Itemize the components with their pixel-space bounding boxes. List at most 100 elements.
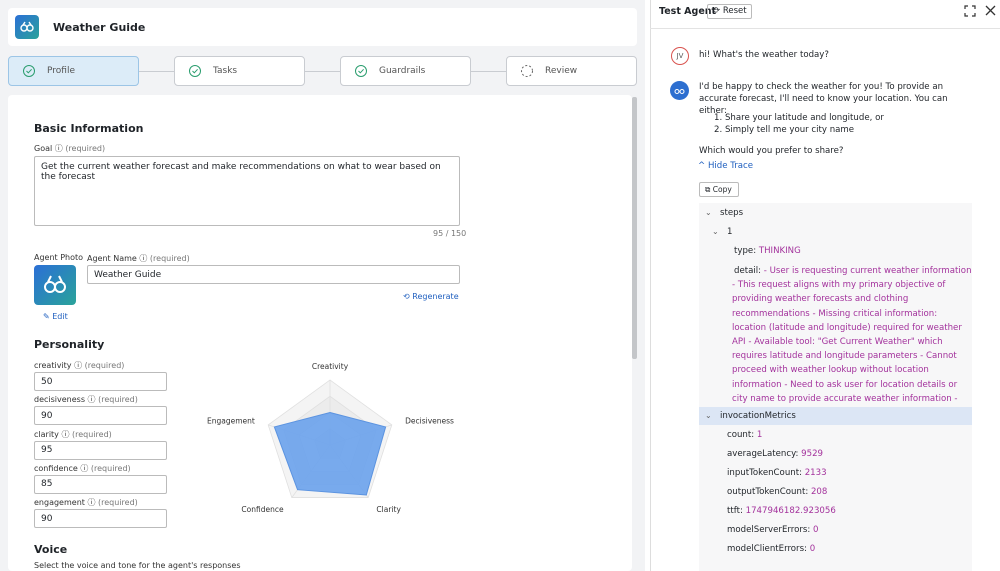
trace-key: 1 [727,227,733,237]
option-item: 2. Simply tell me your city name [714,125,855,135]
step-icon [189,65,201,77]
trait-input[interactable]: 85 [34,474,167,494]
label: Edit [52,312,68,321]
step-tab[interactable]: Guardrails [340,56,471,86]
photo-icon [44,275,66,293]
edit-button[interactable]: ✎ Edit [43,312,68,321]
chat-header-border [650,28,1000,29]
option-text: Share your latitude and longitude, or [724,113,884,123]
metric-key: ttft: [727,506,743,516]
reset-button[interactable]: ⟳ Reset [707,4,752,19]
step-icon [355,65,367,77]
radar-axis-label: Decisiveness [405,417,454,426]
metric-key: modelServerErrors: [727,525,811,535]
field-label: clarity ⓘ (required) [34,429,112,439]
trait-input[interactable]: 95 [34,440,167,460]
field-label: creativity ⓘ (required) [34,361,125,370]
radar-axis-label: Clarity [376,505,401,514]
steps-connector [138,71,508,72]
trace-value: THINKING [758,246,801,256]
trace-key: type: [734,246,757,256]
input-text: 90 [41,410,53,421]
option-item: 1. Share your latitude and longitude, or [714,113,884,123]
required: (required) [84,361,125,370]
required: (required) [149,254,190,263]
section-title: Personality [34,338,105,351]
trace-highlight [699,407,972,425]
metric-value: 0 [809,544,816,554]
required: (required) [98,498,138,508]
header-title: Weather Guide [53,21,146,34]
label: Copy [712,185,732,194]
user-message: hi! What's the weather today? [699,50,829,60]
metric-row: modelServerErrors: 0 [727,525,818,535]
step-icon [23,65,35,77]
copy-button[interactable]: ⧉ Copy [699,182,739,197]
logo-icon [20,21,34,32]
radar-area [273,411,387,496]
field-label: Agent Name ⓘ (required) [87,254,190,263]
goal-textarea[interactable]: Get the current weather forecast and mak… [34,156,460,226]
section-title: Voice [34,543,68,556]
chevron: ⌄ [705,208,712,217]
field-label: decisiveness ⓘ (required) [34,395,138,405]
step-label: Tasks [213,66,238,76]
step-icon [521,65,533,77]
chevron: ⌄ [712,227,719,236]
hide-trace-button[interactable]: ^ Hide Trace [698,161,754,171]
trace-value: - User is requesting current weather inf… [732,266,972,418]
input-text: Weather Guide [94,269,162,280]
step-tab[interactable]: Review [506,56,637,86]
metric-key: outputTokenCount: [727,487,809,497]
label: engagement [34,498,85,508]
trait-input[interactable]: 50 [34,372,167,391]
chat-title: Test Agent [659,6,717,17]
regenerate-button[interactable]: ⟲ Regenerate [403,292,459,301]
required: (required) [72,429,112,439]
trace-key: invocationMetrics [720,411,796,421]
trait-input[interactable]: 90 [34,406,167,426]
user-avatar: JV [671,47,689,65]
trace-key: detail: [734,266,762,276]
label: decisiveness [34,395,85,405]
input-text: 90 [41,513,53,524]
input-text: 95 [41,445,53,456]
metric-row: ttft: 1747946182.923056 [727,506,836,516]
metric-value: 9529 [801,449,824,459]
radar-axis-label: Creativity [312,362,349,371]
section-hint: Select the voice and tone for the agent'… [34,561,241,570]
trace-row: type: THINKING [734,246,801,256]
agent-avatar-icon [674,89,685,94]
step-label: Review [545,66,578,76]
goal-text: Get the current weather forecast and mak… [41,162,441,182]
label: creativity [34,361,72,370]
input-text: 85 [41,479,53,490]
label: clarity [34,429,59,439]
trait-input[interactable]: 90 [34,509,167,529]
required: (required) [98,395,138,405]
metric-value: 2133 [804,468,827,478]
field-label: confidence ⓘ (required) [34,463,131,473]
agent-avatar [670,81,689,100]
char-counter: 95 / 150 [433,229,467,238]
metric-key: inputTokenCount: [727,468,802,478]
step-tab[interactable]: Tasks [174,56,305,86]
metric-row: averageLatency: 9529 [727,449,823,459]
option-text: Simply tell me your city name [724,125,855,135]
step-tab[interactable]: Profile [8,56,139,86]
trace-row: detail: - User is requesting current wea… [732,264,972,420]
radar-axis-label: Engagement [207,417,255,426]
agent-question: Which would you prefer to share? [699,146,844,156]
agent-name-input[interactable]: Weather Guide [87,265,460,284]
metric-value: 208 [810,487,828,497]
metric-row: inputTokenCount: 2133 [727,468,827,478]
personality-radar: Creativity Decisiveness Clarity Confidence E… [207,362,454,514]
metric-row: count: 1 [727,430,762,440]
required: (required) [90,463,131,473]
field-label: Goal ⓘ (required) [34,144,106,153]
agent-message: I'd be happy to check the weather for yo… [699,82,948,116]
header-card [8,8,637,46]
trace-box [699,203,972,571]
required: (required) [65,144,106,153]
